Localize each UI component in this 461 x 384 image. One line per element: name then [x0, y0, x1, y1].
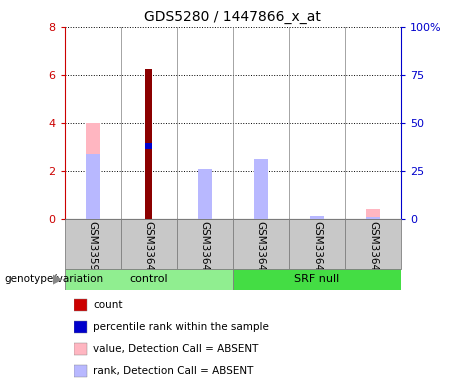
Bar	[289, 219, 345, 269]
Text: GSM336406: GSM336406	[200, 221, 210, 284]
Text: percentile rank within the sample: percentile rank within the sample	[94, 322, 269, 332]
Bar	[145, 69, 152, 219]
Text: SRF null: SRF null	[294, 274, 340, 285]
Bar	[254, 159, 268, 219]
Text: value, Detection Call = ABSENT: value, Detection Call = ABSENT	[94, 344, 259, 354]
Text: GSM336405: GSM336405	[144, 221, 154, 284]
Text: genotype/variation: genotype/variation	[5, 274, 104, 285]
Bar	[310, 216, 324, 219]
Bar	[65, 219, 121, 269]
Text: count: count	[94, 300, 123, 310]
Bar	[198, 170, 212, 219]
Text: GSM336408: GSM336408	[312, 221, 322, 284]
Bar	[86, 154, 100, 219]
Bar	[198, 169, 212, 219]
Bar	[121, 219, 177, 269]
Bar	[74, 321, 87, 333]
Bar	[74, 299, 87, 311]
Text: rank, Detection Call = ABSENT: rank, Detection Call = ABSENT	[94, 366, 254, 376]
Bar	[310, 216, 324, 219]
Text: ▶: ▶	[53, 273, 62, 286]
Bar	[65, 269, 233, 290]
Bar	[74, 343, 87, 355]
Text: GSM336409: GSM336409	[368, 221, 378, 284]
Bar	[145, 143, 152, 149]
Bar	[74, 365, 87, 377]
Bar	[233, 269, 401, 290]
Bar	[345, 219, 401, 269]
Bar	[86, 123, 100, 219]
Bar	[233, 219, 289, 269]
Bar	[366, 217, 380, 219]
Bar	[366, 209, 380, 219]
Bar	[177, 219, 233, 269]
Bar	[254, 162, 268, 219]
Text: GSM336407: GSM336407	[256, 221, 266, 284]
Text: control: control	[130, 274, 168, 285]
Title: GDS5280 / 1447866_x_at: GDS5280 / 1447866_x_at	[144, 10, 321, 25]
Text: GSM335971: GSM335971	[88, 221, 98, 284]
